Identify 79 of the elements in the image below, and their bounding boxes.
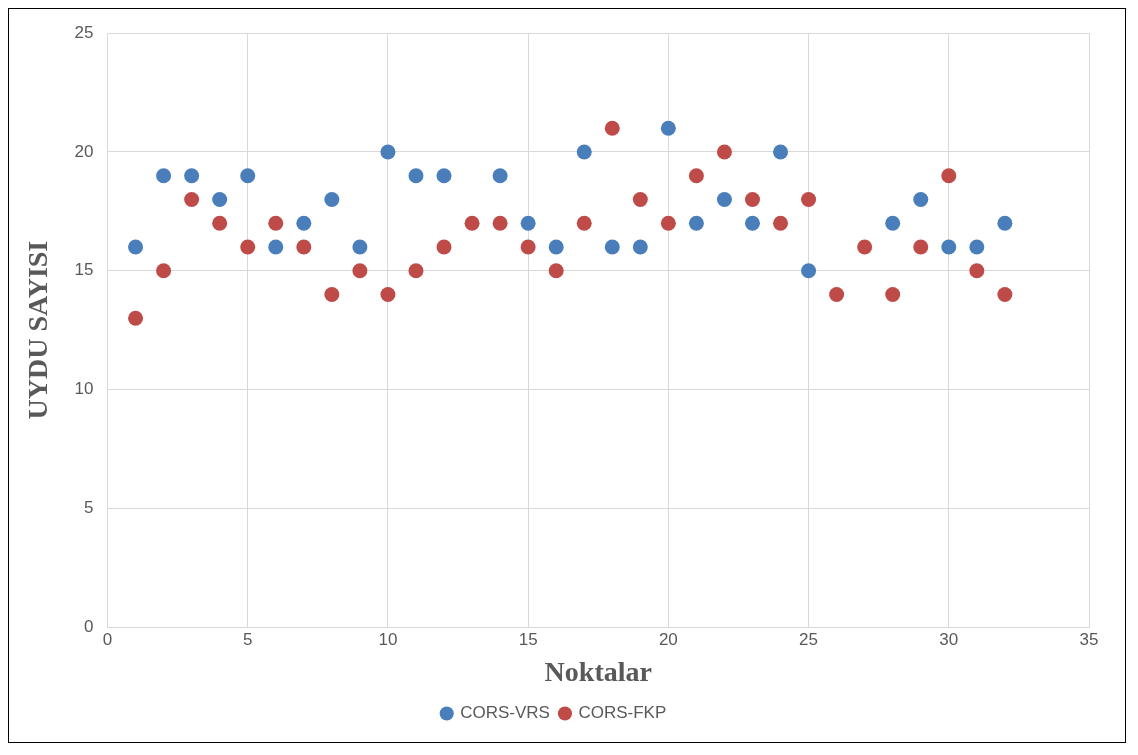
point <box>352 239 368 255</box>
point <box>660 215 676 231</box>
point <box>716 191 732 207</box>
point <box>997 215 1013 231</box>
point <box>156 263 172 279</box>
x-tick-label: 20 <box>658 629 678 649</box>
point <box>969 239 985 255</box>
y-tick-label: 10 <box>74 379 94 399</box>
point <box>632 191 648 207</box>
point <box>941 239 957 255</box>
point <box>688 168 704 184</box>
x-tick-label: 30 <box>939 629 959 649</box>
point <box>184 168 200 184</box>
point <box>296 215 312 231</box>
point <box>436 239 452 255</box>
y-axis-title: UYDU SAYISI <box>22 240 54 420</box>
point <box>184 191 200 207</box>
y-tick-label: 15 <box>74 260 94 280</box>
x-tick-label: 15 <box>518 629 538 649</box>
point <box>801 263 817 279</box>
point <box>744 191 760 207</box>
point <box>604 239 620 255</box>
point <box>744 215 760 231</box>
point <box>632 239 648 255</box>
point <box>128 310 144 326</box>
point <box>969 263 985 279</box>
point <box>324 286 340 302</box>
legend-label: CORS-FKP <box>578 703 667 723</box>
point <box>436 168 452 184</box>
point <box>492 215 508 231</box>
point <box>492 168 508 184</box>
point <box>324 191 340 207</box>
point <box>913 191 929 207</box>
point <box>829 286 845 302</box>
point <box>548 239 564 255</box>
x-tick-label: 35 <box>1079 629 1099 649</box>
point <box>380 286 396 302</box>
point <box>408 263 424 279</box>
point <box>520 239 536 255</box>
x-axis-title: Noktalar <box>544 656 652 688</box>
point <box>156 168 172 184</box>
point <box>240 168 256 184</box>
y-tick-label: 25 <box>74 22 94 42</box>
point <box>268 215 284 231</box>
point <box>380 144 396 160</box>
point <box>857 239 873 255</box>
y-tick-label: 5 <box>84 497 94 517</box>
point <box>128 239 144 255</box>
point <box>212 191 228 207</box>
y-tick-label: 0 <box>84 616 94 636</box>
point <box>296 239 312 255</box>
point <box>997 286 1013 302</box>
point <box>660 120 676 136</box>
point <box>408 168 424 184</box>
x-tick-label: 5 <box>242 629 253 649</box>
point <box>604 120 620 136</box>
point <box>885 286 901 302</box>
legend-label: CORS-VRS <box>460 703 550 723</box>
point <box>576 144 592 160</box>
point <box>913 239 929 255</box>
point <box>716 144 732 160</box>
point <box>268 239 284 255</box>
point <box>520 215 536 231</box>
point <box>464 215 480 231</box>
x-tick-label: 25 <box>799 629 819 649</box>
y-tick-label: 20 <box>74 141 94 161</box>
point <box>773 215 789 231</box>
point <box>240 239 256 255</box>
point <box>941 168 957 184</box>
point <box>352 263 368 279</box>
point <box>773 144 789 160</box>
x-tick-label: 0 <box>102 629 113 649</box>
point <box>212 215 228 231</box>
x-tick-label: 10 <box>378 629 398 649</box>
point <box>576 215 592 231</box>
point <box>688 215 704 231</box>
point <box>801 191 817 207</box>
point <box>548 263 564 279</box>
point <box>885 215 901 231</box>
